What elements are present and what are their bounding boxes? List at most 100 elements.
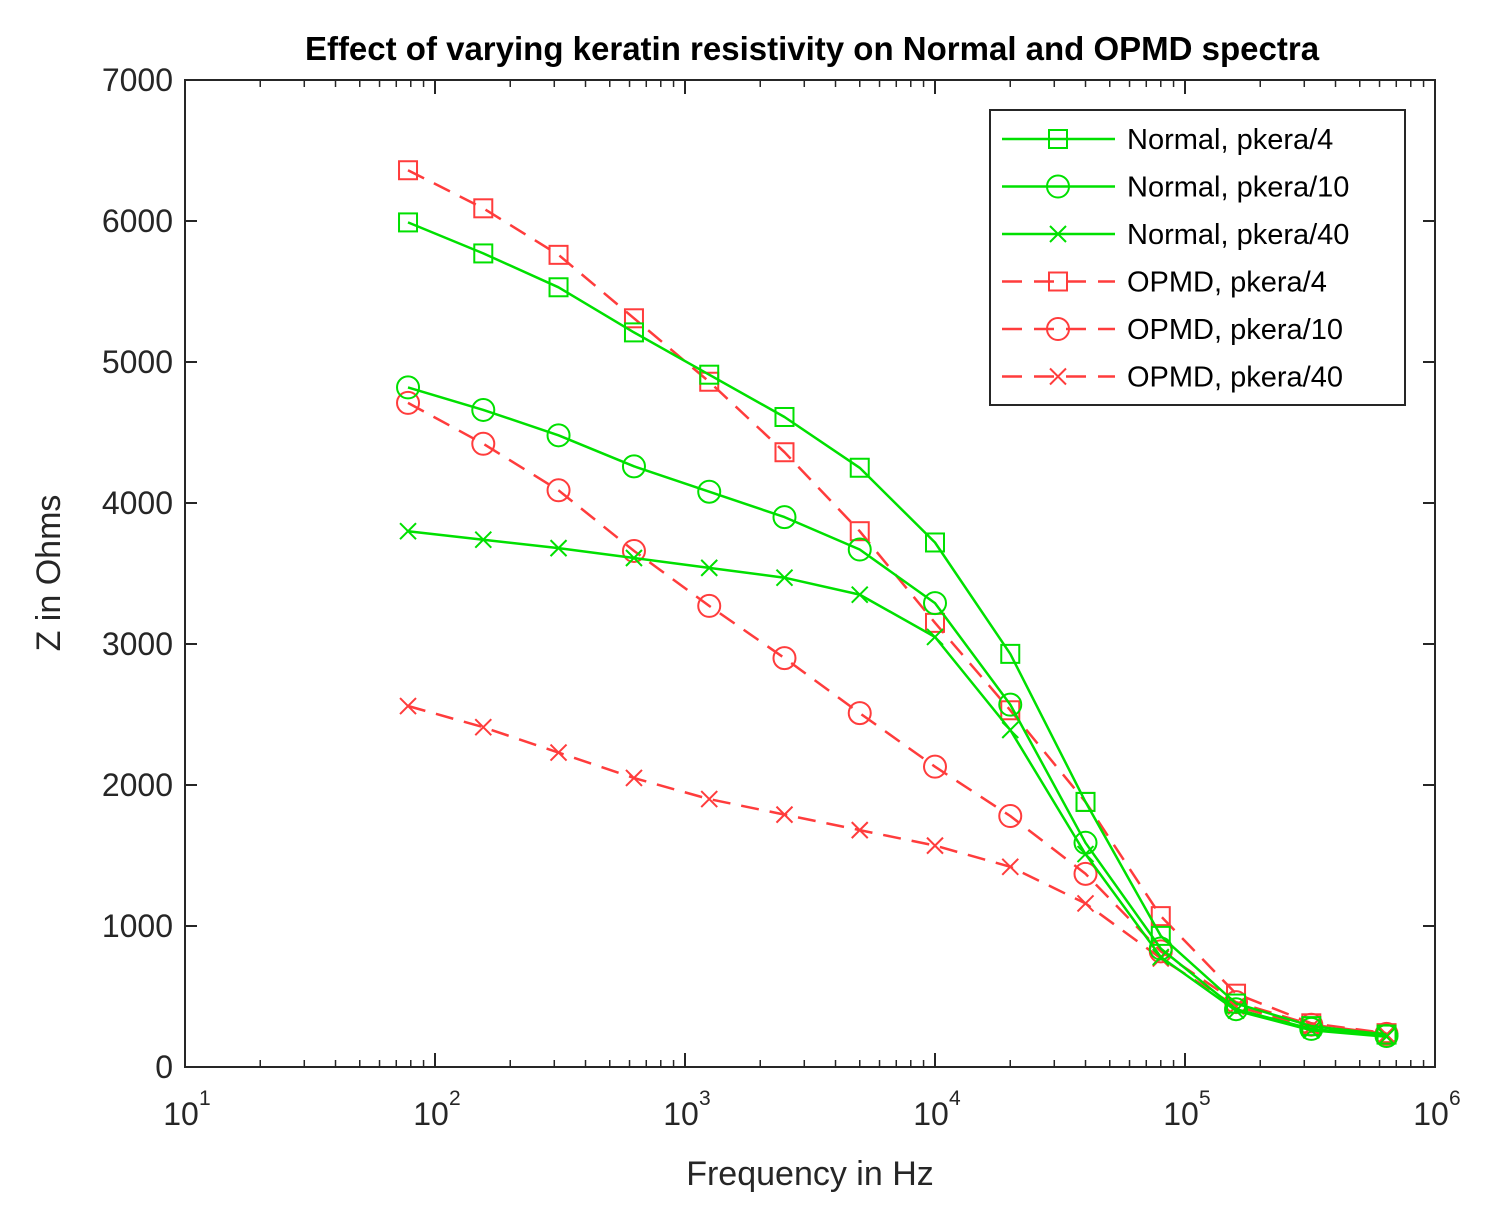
data-point: [471, 431, 496, 456]
data-point: [851, 821, 869, 839]
data-point: [621, 454, 646, 479]
legend-item: Normal, pkera/40: [1002, 219, 1349, 251]
x-tick-exponent: 6: [1449, 1087, 1461, 1110]
data-point: [549, 539, 568, 557]
legend-label: OPMD, pkera/10: [1127, 314, 1343, 346]
data-point: [772, 505, 797, 530]
data-point: [998, 804, 1023, 829]
x-tick-label: 10: [1413, 1096, 1449, 1132]
legend-marker: [1046, 174, 1070, 199]
x-tick-exponent: 2: [449, 1087, 461, 1110]
data-point: [548, 244, 569, 265]
y-tick-label: 5000: [102, 344, 173, 380]
data-point: [399, 522, 417, 540]
data-point: [700, 559, 718, 577]
y-tick-label: 6000: [102, 203, 173, 239]
data-point: [1073, 861, 1098, 886]
data-point: [772, 646, 797, 671]
x-tick-label: 10: [913, 1096, 949, 1132]
x-tick-exponent: 4: [949, 1087, 961, 1110]
data-point: [1150, 906, 1171, 927]
data-point: [623, 322, 644, 343]
legend-item: OPMD, pkera/4: [1002, 267, 1327, 299]
data-point: [398, 212, 419, 233]
data-point: [1001, 721, 1019, 739]
data-point: [1152, 948, 1170, 966]
data-point: [1148, 936, 1173, 961]
y-tick-label: 4000: [102, 485, 173, 521]
data-point: [549, 743, 568, 762]
legend-marker: [1048, 271, 1068, 292]
data-point: [1377, 1025, 1396, 1044]
legend-box: [989, 109, 1406, 406]
data-point: [851, 585, 869, 604]
legend-label: OPMD, pkera/40: [1127, 362, 1343, 394]
data-point: [923, 591, 947, 616]
legend-marker: [1048, 129, 1068, 149]
data-point: [1224, 997, 1249, 1022]
data-point: [847, 537, 872, 562]
legend-label: Normal, pkera/4: [1127, 124, 1333, 156]
y-tick-label: 0: [155, 1049, 173, 1085]
y-axis-label: Z in Ohms: [30, 495, 68, 652]
data-point: [1302, 1021, 1320, 1040]
legend-label: OPMD, pkera/4: [1127, 267, 1327, 299]
data-point: [621, 538, 646, 563]
x-tick-exponent: 5: [1199, 1087, 1211, 1110]
series-line: [407, 401, 1387, 1036]
y-tick-label: 1000: [102, 908, 173, 944]
data-point: [774, 406, 795, 427]
data-point: [774, 442, 795, 463]
legend-marker: [1049, 367, 1067, 386]
data-point: [1377, 1027, 1396, 1046]
data-point: [1299, 1016, 1324, 1041]
legend-marker: [1049, 225, 1067, 243]
legend-marker: [1046, 317, 1070, 341]
data-point: [625, 549, 643, 567]
data-point: [398, 160, 419, 181]
data-point: [474, 530, 492, 549]
data-point: [699, 364, 720, 385]
legend-item: Normal, pkera/10: [1002, 172, 1349, 204]
data-point: [849, 457, 870, 478]
legend: Normal, pkera/4 Normal, pkera/10 Normal, p…: [989, 109, 1406, 406]
data-point: [399, 697, 417, 715]
series-layer: [396, 160, 1399, 1048]
x-tick-label: 10: [163, 1096, 199, 1132]
data-point: [697, 479, 722, 504]
data-point: [396, 390, 421, 415]
data-point: [546, 423, 571, 448]
data-point: [623, 308, 644, 329]
data-point: [473, 198, 494, 219]
series-4: [396, 390, 1399, 1046]
data-point: [775, 805, 794, 824]
data-point: [847, 701, 872, 726]
y-tick-label: 3000: [102, 626, 173, 662]
data-point: [926, 628, 944, 646]
series-line: [407, 221, 1387, 1036]
series-line: [407, 386, 1387, 1038]
x-tick-label: 10: [1163, 1096, 1199, 1132]
data-point: [548, 277, 569, 298]
series-line: [407, 529, 1387, 1038]
series-2: [399, 522, 1396, 1046]
data-point: [1227, 1001, 1245, 1020]
data-point: [473, 243, 494, 264]
data-point: [546, 478, 571, 503]
x-tick-exponent: 1: [199, 1087, 211, 1110]
data-point: [697, 593, 722, 618]
data-point: [925, 532, 945, 553]
legend-item: OPMD, pkera/40: [1002, 362, 1343, 394]
x-tick-exponent: 3: [699, 1087, 711, 1110]
data-point: [474, 718, 492, 736]
data-point: [775, 569, 794, 587]
axis-ticks: [184, 79, 1436, 1068]
data-point: [1001, 858, 1019, 876]
data-point: [923, 754, 947, 779]
x-tick-label: 10: [413, 1096, 449, 1132]
chart-title: Effect of varying keratin resistivity on…: [305, 30, 1320, 67]
legend-item: Normal, pkera/4: [1002, 124, 1333, 156]
data-point: [998, 692, 1023, 717]
